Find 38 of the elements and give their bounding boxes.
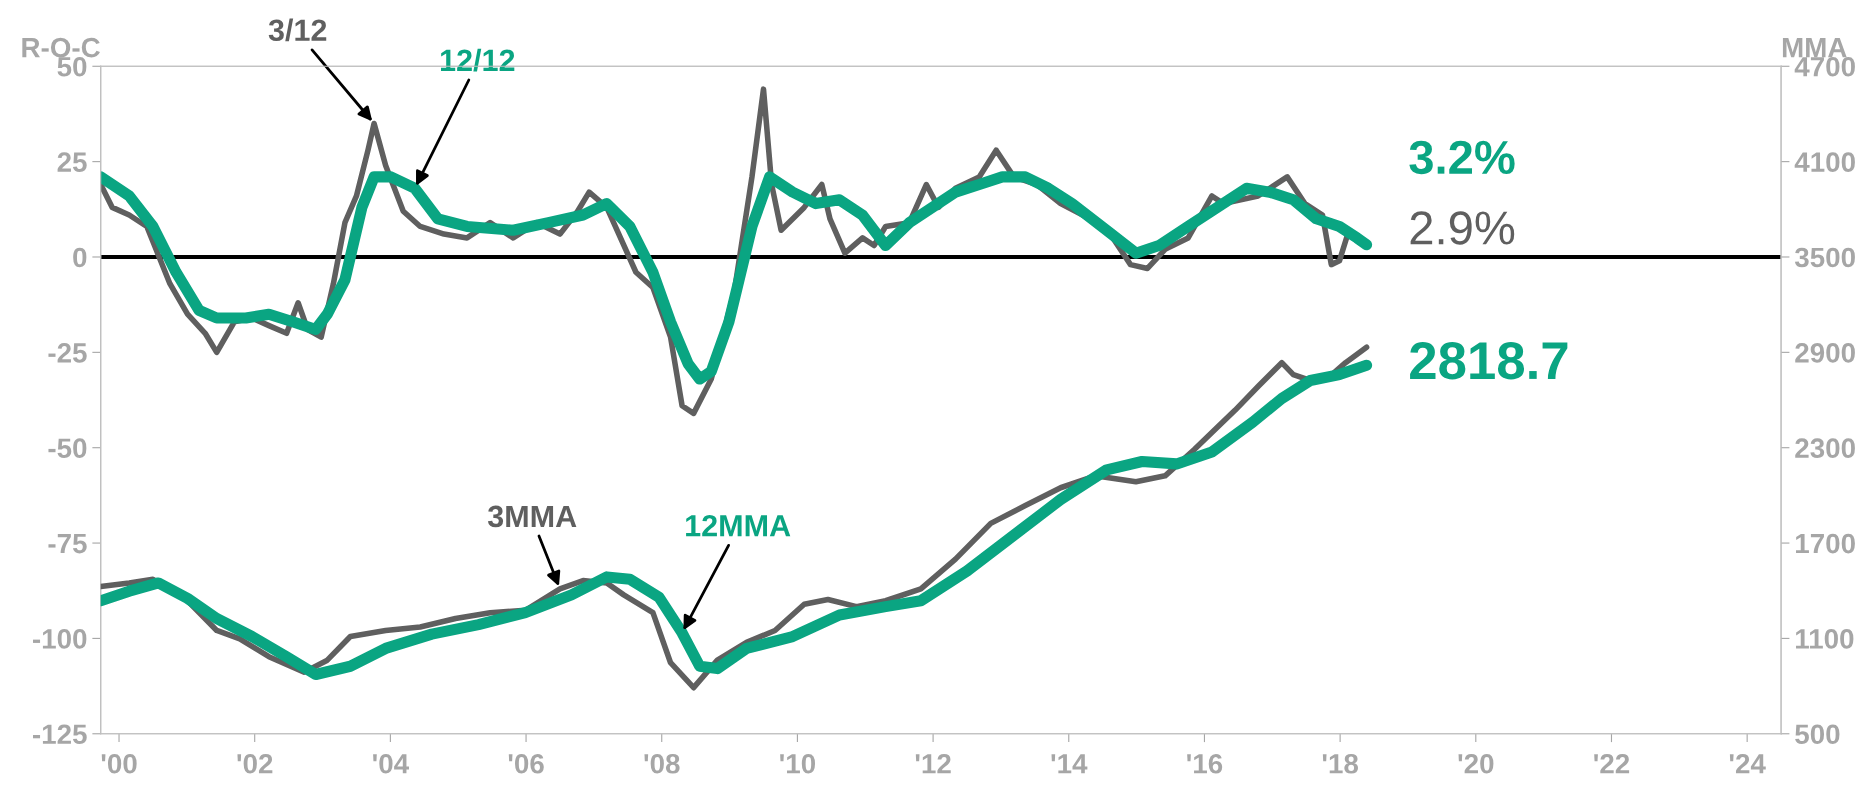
x-tick-label: '18 (1322, 753, 1359, 774)
y-tick-label: 25 (57, 152, 87, 172)
text: 3/12 (268, 18, 327, 42)
y2-tick-label: 2900 (1795, 343, 1855, 363)
x-tick-label: '02 (237, 753, 273, 774)
text: 12/12 (441, 48, 515, 72)
y2-tick-label: 500 (1795, 724, 1840, 745)
data-label: 3.2% (1409, 140, 1515, 175)
y-tick-label: -100 (33, 629, 87, 649)
x-tick-label: '14 (1051, 754, 1088, 774)
x-tick-label: '24 (1729, 753, 1766, 774)
x-tick-label: '08 (644, 753, 680, 774)
series-label: 3MMA (487, 505, 577, 528)
y2-tick-label: 4100 (1794, 152, 1855, 172)
text: 12MMA (686, 514, 791, 537)
x-tick-label: '12 (915, 753, 951, 774)
y2-axis-title: MMA (1782, 38, 1847, 58)
y-tick-label: -25 (48, 343, 87, 363)
x-tick-label: '00 (101, 753, 137, 774)
y2-tick-label: 2300 (1795, 438, 1855, 459)
y-tick-label: -50 (48, 438, 87, 459)
data-label: 2.9% (1410, 211, 1515, 245)
y2-tick-label: 4700 (1794, 56, 1855, 77)
data-label: 2818.7 (1410, 342, 1568, 380)
x-tick-label: '10 (780, 753, 816, 774)
y-tick-label: -75 (48, 534, 87, 554)
y-tick-label: 50 (57, 56, 87, 77)
y2-tick-label: 1100 (1796, 629, 1854, 649)
x-tick-label: '06 (508, 753, 544, 774)
y-tick-label: -125 (33, 724, 87, 745)
x-tick-label: '04 (373, 753, 409, 774)
y-tick-label: 0 (73, 247, 87, 268)
x-tick-label: '20 (1458, 753, 1494, 774)
y-axis-title: R-O-C (22, 37, 100, 58)
x-tick-label: '16 (1187, 753, 1223, 774)
y2-tick-label: 1700 (1796, 533, 1855, 554)
x-tick-label: '22 (1594, 753, 1630, 774)
y2-tick-label: 3500 (1794, 247, 1855, 268)
